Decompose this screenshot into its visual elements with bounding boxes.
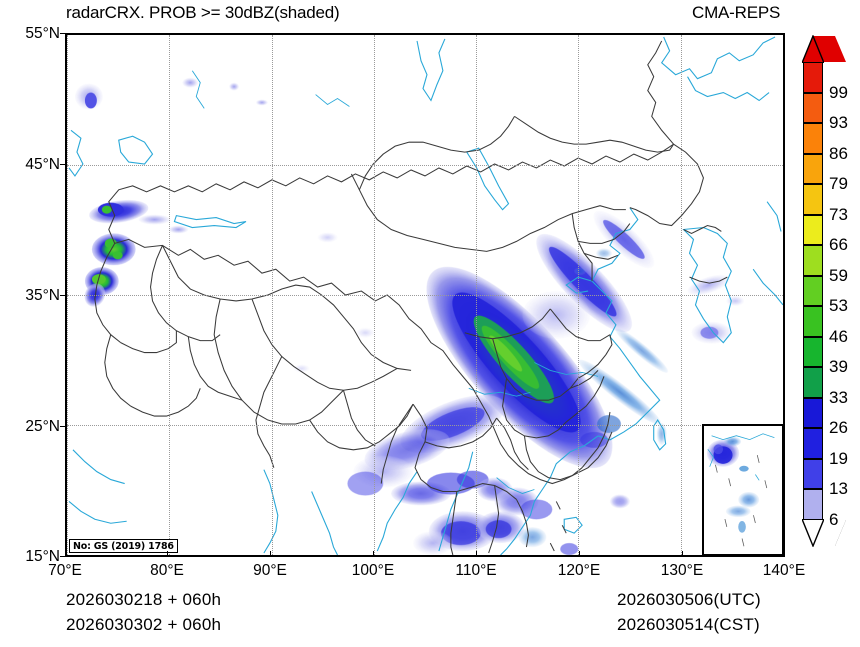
colorbar-segment-6 <box>803 306 823 337</box>
colorbar-segment-12 <box>803 123 823 154</box>
colorbar-segment-7 <box>803 275 823 307</box>
valid-time-cst: 2026030514(CST) <box>617 615 760 634</box>
xtick-90 <box>270 551 271 557</box>
xtick-label-130: 130°E <box>660 562 704 579</box>
xtick-label-80: 80°E <box>150 562 184 579</box>
colorbar-tick-label-6: 6 <box>829 510 839 529</box>
colorbar-tick-label-59: 59 <box>829 265 848 285</box>
xtick-130 <box>682 551 683 557</box>
init-time-cst: 2026030302 + 060h <box>66 615 222 634</box>
colorbar-tick-label-53: 53 <box>829 296 848 316</box>
xtick-120 <box>579 551 580 557</box>
colorbar-tick-label-33: 33 <box>829 387 848 407</box>
colorbar-tick-label-26: 26 <box>829 418 848 438</box>
map-vector-layer <box>68 36 783 555</box>
colorbar-tick-label-39: 39 <box>829 357 848 377</box>
xtick-110 <box>476 551 477 557</box>
page-title: radarCRX. PROB >= 30dBZ(shaded) <box>66 3 340 22</box>
ytick-label-15: 15°N <box>25 548 60 565</box>
colorbar-under-arrow-outline <box>802 519 824 547</box>
colorbar-tick-label-66: 66 <box>829 235 848 255</box>
colorbar-segment-14 <box>803 62 823 93</box>
ytick-label-45: 45°N <box>25 156 60 173</box>
gridline-lat-25 <box>67 425 783 426</box>
xtick-140 <box>784 551 785 557</box>
ytick-35 <box>60 295 66 296</box>
colorbar-over-arrow-outline <box>802 35 824 63</box>
xtick-label-140: 140°E <box>762 562 806 579</box>
ytick-label-55: 55°N <box>25 25 60 42</box>
map-canvas <box>67 35 783 555</box>
gridline-lat-45 <box>67 165 783 166</box>
colorbar-tick-label-73: 73 <box>829 204 848 224</box>
xtick-80 <box>167 551 168 557</box>
south-china-sea-inset <box>702 424 783 555</box>
map-credit-stamp: No: GS (2019) 1786 <box>69 539 178 553</box>
ytick-label-25: 25°N <box>25 418 60 435</box>
colorbar-segment-13 <box>803 92 823 124</box>
colorbar-segment-8 <box>803 245 823 276</box>
ytick-25 <box>60 426 66 427</box>
xtick-70 <box>65 551 66 557</box>
colorbar-tick-label-86: 86 <box>829 143 848 163</box>
ytick-55 <box>60 33 66 34</box>
dashed-line-layer <box>549 501 567 552</box>
xtick-label-120: 120°E <box>557 562 601 579</box>
colorbar-segment-5 <box>803 336 823 368</box>
border-layer <box>94 40 728 555</box>
xtick-label-90: 90°E <box>253 562 287 579</box>
xtick-label-100: 100°E <box>351 562 395 579</box>
colorbar-segment-10 <box>803 184 823 215</box>
colorbar-tick-label-13: 13 <box>829 479 848 499</box>
colorbar-tick-label-93: 93 <box>829 113 848 133</box>
inset-shading <box>706 436 760 533</box>
colorbar-segment-4 <box>803 367 823 398</box>
gridline-lat-35 <box>67 295 783 296</box>
init-time-utc: 2026030218 + 060h <box>66 590 222 609</box>
ytick-45 <box>60 164 66 165</box>
xtick-label-110: 110°E <box>455 562 497 579</box>
colorbar-segment-11 <box>803 153 823 185</box>
colorbar-segment-1 <box>803 458 823 490</box>
probability-shading <box>74 77 745 555</box>
map-plot-area: No: GS (2019) 1786 <box>65 33 785 557</box>
colorbar-segment-3 <box>803 397 823 429</box>
colorbar-tick-label-19: 19 <box>829 448 848 468</box>
xtick-label-70: 70°E <box>48 562 82 579</box>
coastline-layer <box>68 36 783 555</box>
colorbar-segment-0 <box>803 489 823 520</box>
model-label: CMA-REPS <box>692 3 781 22</box>
xtick-100 <box>373 551 374 557</box>
valid-time-utc: 2026030506(UTC) <box>617 590 761 609</box>
inset-vector-layer <box>706 433 775 547</box>
colorbar-segment-2 <box>803 428 823 459</box>
colorbar-tick-label-46: 46 <box>829 326 848 346</box>
ytick-label-35: 35°N <box>25 287 60 304</box>
ytick-15 <box>60 556 66 557</box>
colorbar: 99 93 86 79 73 66 59 53 46 39 33 26 19 13 6 <box>802 35 848 547</box>
colorbar-segment-9 <box>803 214 823 246</box>
colorbar-tick-label-99: 99 <box>829 82 848 102</box>
colorbar-tick-label-79: 79 <box>829 174 848 194</box>
